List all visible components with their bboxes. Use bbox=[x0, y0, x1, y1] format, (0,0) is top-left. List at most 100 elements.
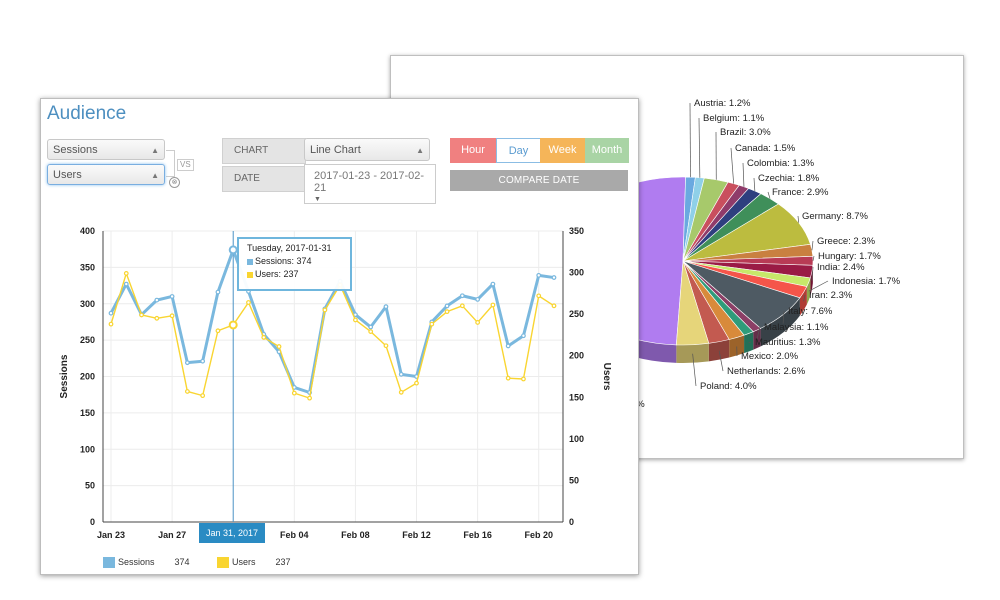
pie-label-greece: Greece: 2.3% bbox=[817, 236, 876, 247]
sessions-point bbox=[490, 281, 496, 287]
users-point bbox=[276, 344, 282, 349]
chart-type-select[interactable]: Line Chart ▲ bbox=[304, 138, 430, 161]
date-label: DATE bbox=[222, 166, 306, 192]
compare-date-button[interactable]: COMPARE DATE bbox=[450, 170, 628, 191]
metric-select-primary[interactable]: Sessions ▲ bbox=[47, 139, 165, 160]
audience-panel: Audience Sessions ▲ VS Users ▲ ⊗ CHART L… bbox=[40, 98, 639, 575]
users-point bbox=[368, 329, 374, 335]
x-tick-label: Feb 08 bbox=[341, 530, 370, 540]
sessions-swatch bbox=[247, 258, 253, 265]
users-line bbox=[110, 272, 555, 399]
users-point bbox=[123, 271, 129, 276]
users-point bbox=[490, 302, 496, 308]
granularity-hour-button[interactable]: Hour bbox=[450, 138, 496, 163]
pie-leader-line bbox=[698, 117, 701, 178]
legend-users-value: 237 bbox=[275, 557, 291, 567]
users-point bbox=[521, 376, 526, 382]
users-point bbox=[536, 293, 542, 299]
legend-users-label: Users bbox=[232, 557, 256, 567]
users-point bbox=[475, 320, 481, 325]
users-point bbox=[353, 317, 358, 323]
pie-leader-line bbox=[742, 162, 745, 187]
chart-label: CHART bbox=[222, 138, 306, 164]
users-point bbox=[383, 343, 389, 349]
sessions-point bbox=[505, 343, 511, 349]
legend-users[interactable]: Users 237 bbox=[217, 557, 291, 569]
sessions-point bbox=[184, 360, 190, 366]
sessions-point bbox=[228, 245, 238, 255]
pie-leader-line bbox=[756, 326, 761, 340]
pie-label-canada: Canada: 1.5% bbox=[735, 143, 796, 154]
metric-select-secondary[interactable]: Users ▲ bbox=[47, 164, 165, 185]
pie-label-mauritius: Mauritius: 1.3% bbox=[755, 337, 821, 348]
y-tick-label: 200 bbox=[80, 372, 95, 382]
users-point bbox=[139, 312, 144, 318]
pie-label-austria: Austria: 1.2% bbox=[694, 98, 751, 109]
sessions-point bbox=[444, 303, 450, 309]
y2-tick-label: 350 bbox=[569, 226, 584, 236]
clear-compare-icon[interactable]: ⊗ bbox=[169, 177, 180, 188]
date-range-picker[interactable]: 2017-01-23 - 2017-02-21 ▼ bbox=[304, 164, 436, 204]
legend-sessions-swatch bbox=[103, 557, 115, 569]
sessions-point bbox=[169, 294, 175, 299]
x-tick-label: Feb 16 bbox=[463, 530, 492, 540]
pie-leader-line bbox=[718, 350, 724, 372]
pie-leader-line bbox=[782, 310, 785, 324]
users-point bbox=[551, 303, 557, 309]
pie-slice-side bbox=[676, 343, 709, 363]
pie-slice-side bbox=[729, 335, 745, 358]
y-tick-label: 350 bbox=[80, 262, 95, 272]
users-point bbox=[444, 309, 450, 315]
pie-leader-line bbox=[730, 147, 734, 184]
granularity-month-button[interactable]: Month bbox=[585, 138, 629, 163]
date-range-value: 2017-01-23 - 2017-02-21 bbox=[314, 170, 425, 194]
pie-label-czechia: Czechia: 1.8% bbox=[758, 173, 820, 184]
users-point bbox=[228, 320, 238, 330]
users-point bbox=[154, 315, 160, 321]
select-arrows-icon: ▲ bbox=[151, 171, 159, 180]
pie-label-hungary: Hungary: 1.7% bbox=[818, 251, 881, 262]
users-point bbox=[215, 328, 221, 334]
pie-leader-line bbox=[812, 255, 815, 261]
vs-bracket bbox=[166, 150, 175, 177]
select-arrows-icon: ▲ bbox=[151, 146, 159, 155]
tooltip-users-row: Users: 237 bbox=[247, 269, 350, 279]
y-axis-title: Sessions bbox=[59, 354, 70, 398]
users-point bbox=[108, 321, 114, 327]
x-tick-label: Feb 12 bbox=[402, 530, 431, 540]
users-point bbox=[414, 380, 419, 386]
legend-sessions-label: Sessions bbox=[118, 557, 155, 567]
pie-label-iran: Iran: 2.3% bbox=[809, 290, 853, 301]
users-point bbox=[307, 395, 312, 401]
sessions-users-line-chart: 0 50 100 150 200 250 300 350 400 0 50 100 150 200 250 3… bbox=[59, 226, 612, 540]
sessions-point bbox=[215, 289, 221, 295]
pie-leader-line bbox=[797, 215, 800, 223]
pie-label-malaysia: Malaysia: 1.1% bbox=[764, 322, 829, 333]
users-swatch bbox=[247, 271, 253, 278]
pie-label-poland: Poland: 4.0% bbox=[700, 381, 757, 392]
users-point bbox=[459, 303, 465, 309]
y2-tick-label: 100 bbox=[569, 434, 584, 444]
pie-slice-poland bbox=[675, 260, 710, 346]
x-tick-label: Feb 04 bbox=[280, 530, 309, 540]
pie-label-italy: Italy: 7.6% bbox=[788, 306, 833, 317]
y-tick-label: 300 bbox=[80, 299, 95, 309]
users-point bbox=[246, 300, 251, 305]
users-point bbox=[322, 307, 328, 313]
y-tick-label: 400 bbox=[80, 226, 95, 236]
pie-label-netherlands: Netherlands: 2.6% bbox=[727, 366, 806, 377]
x-tick-label: Jan 23 bbox=[97, 530, 125, 540]
legend-sessions[interactable]: Sessions 374 bbox=[103, 557, 190, 569]
users-point bbox=[398, 389, 404, 395]
x-tick-label: Feb 20 bbox=[524, 530, 553, 540]
users-point bbox=[261, 335, 267, 340]
pie-leader-line bbox=[753, 177, 756, 192]
pie-leader-line bbox=[811, 266, 814, 281]
granularity-week-button[interactable]: Week bbox=[540, 138, 585, 163]
pie-slice-side bbox=[806, 277, 811, 305]
panel-title: Audience bbox=[47, 103, 127, 124]
sessions-point bbox=[536, 272, 542, 278]
pie-label-brazil: Brazil: 3.0% bbox=[720, 127, 771, 138]
chart-tooltip: Tuesday, 2017-01-31 Sessions: 374 Users:… bbox=[237, 237, 352, 291]
tooltip-sessions-row: Sessions: 374 bbox=[247, 256, 350, 266]
